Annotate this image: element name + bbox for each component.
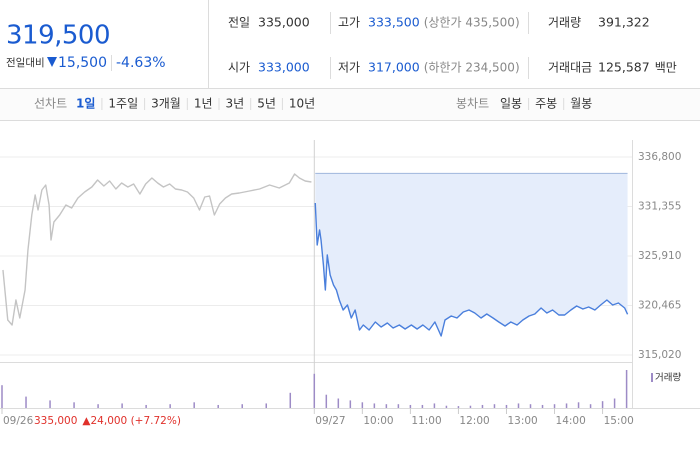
volume-bar: [73, 402, 75, 408]
volume-bar: [493, 404, 496, 408]
volume-bar: [325, 394, 328, 408]
period-tab[interactable]: 5년: [257, 97, 276, 111]
volume-bar: [529, 404, 532, 408]
period-tab[interactable]: 3개월: [151, 97, 181, 111]
down-icon: [47, 57, 57, 67]
period-tab[interactable]: 1주일: [108, 97, 138, 111]
volume-bar: [625, 370, 628, 408]
volume-bar: [409, 404, 412, 408]
volume-bar: [505, 404, 508, 408]
x-tick-label: 12:00: [459, 415, 489, 427]
current-price: 319,500: [6, 21, 110, 51]
volume-bar: [349, 400, 352, 408]
y-tick-label: 325,910: [638, 250, 681, 262]
stat-label: 전일: [228, 16, 250, 30]
stat-label: 거래대금: [548, 61, 592, 75]
prev-close: 335,000: [34, 415, 77, 427]
volume-bar: [1, 385, 3, 408]
price-line: [2, 173, 312, 326]
volume-bar: [289, 392, 292, 408]
stat-value: 333,500: [368, 15, 420, 30]
volume-bar: [145, 404, 147, 408]
stat-value: 333,000: [258, 60, 310, 75]
stat-note: (하한가 234,500): [424, 61, 520, 75]
stat-label: 시가: [228, 61, 250, 75]
volume-bar: [553, 404, 556, 408]
y-tick-label: 320,465: [638, 300, 681, 312]
volume-bar: [565, 403, 568, 408]
volume-bar: [121, 403, 123, 408]
x-tick-label: 09/27: [315, 415, 345, 427]
prev-change: ▲24,000 (+7.72%): [82, 415, 181, 427]
volume-bar: [589, 404, 592, 408]
stat-note: (상한가 435,500): [424, 16, 520, 30]
tab-bar: [0, 89, 700, 120]
volume-bar: [577, 402, 580, 408]
volume-bar: [481, 404, 484, 408]
tab-group-label: 선차트: [34, 97, 67, 111]
x-tick-label: 10:00: [363, 415, 393, 427]
volume-bar: [421, 404, 424, 408]
volume-bar: [193, 402, 195, 408]
stat-label: 고가: [338, 16, 360, 30]
stat-value: 317,000: [368, 60, 420, 75]
volume-bar: [361, 402, 364, 408]
candle-tab[interactable]: 주봉: [535, 97, 557, 111]
price-area: [315, 173, 628, 336]
volume-bar: [541, 404, 544, 408]
volume-bar: [457, 406, 460, 408]
tab-group-label: 봉차트: [456, 97, 489, 111]
stat-value: 335,000: [258, 15, 310, 30]
volume-bar: [169, 404, 171, 408]
period-tab[interactable]: 1년: [194, 97, 213, 111]
change-label: 전일대비: [6, 56, 45, 69]
volume-bar: [385, 404, 388, 408]
volume-bar: [613, 398, 616, 408]
x-tick-label: 11:00: [411, 415, 441, 427]
volume-bar: [469, 405, 472, 408]
x-tick-label: 13:00: [507, 415, 537, 427]
change-amount: 15,500: [58, 55, 107, 71]
stat-unit: 백만: [655, 61, 677, 75]
volume-bar: [241, 404, 243, 408]
y-tick-label: 336,800: [638, 151, 681, 163]
candle-tab[interactable]: 일봉: [500, 97, 522, 111]
volume-bar: [97, 404, 99, 408]
stat-label: 거래량: [548, 16, 581, 30]
volume-legend: 거래량: [655, 372, 681, 384]
volume-bar: [397, 404, 400, 408]
volume-bar: [373, 403, 376, 408]
volume-bar: [601, 401, 604, 408]
volume-bar: [445, 405, 448, 408]
stat-value: 125,587: [598, 60, 650, 75]
period-tab[interactable]: 10년: [289, 97, 315, 111]
volume-bar: [217, 404, 219, 408]
volume-bar: [517, 403, 520, 408]
stat-value: 391,322: [598, 15, 650, 30]
volume-legend-swatch: [651, 373, 653, 382]
period-tab[interactable]: 3년: [226, 97, 245, 111]
volume-bar: [337, 398, 340, 408]
x-tick-label: 09/26: [3, 415, 34, 427]
y-tick-label: 315,020: [638, 349, 681, 361]
change-percent: -4.63%: [116, 55, 166, 71]
candle-tab[interactable]: 월봉: [570, 97, 592, 111]
volume-bar: [265, 403, 268, 408]
price-line: [314, 202, 629, 337]
x-tick-label: 14:00: [556, 415, 586, 427]
stat-label: 저가: [338, 61, 360, 75]
period-tab[interactable]: 1일: [76, 97, 95, 111]
x-tick-label: 15:00: [604, 415, 634, 427]
volume-bar: [313, 373, 316, 408]
volume-bar: [49, 400, 51, 408]
volume-bar: [433, 403, 436, 408]
volume-bar: [25, 396, 27, 408]
y-tick-label: 331,355: [638, 201, 681, 213]
